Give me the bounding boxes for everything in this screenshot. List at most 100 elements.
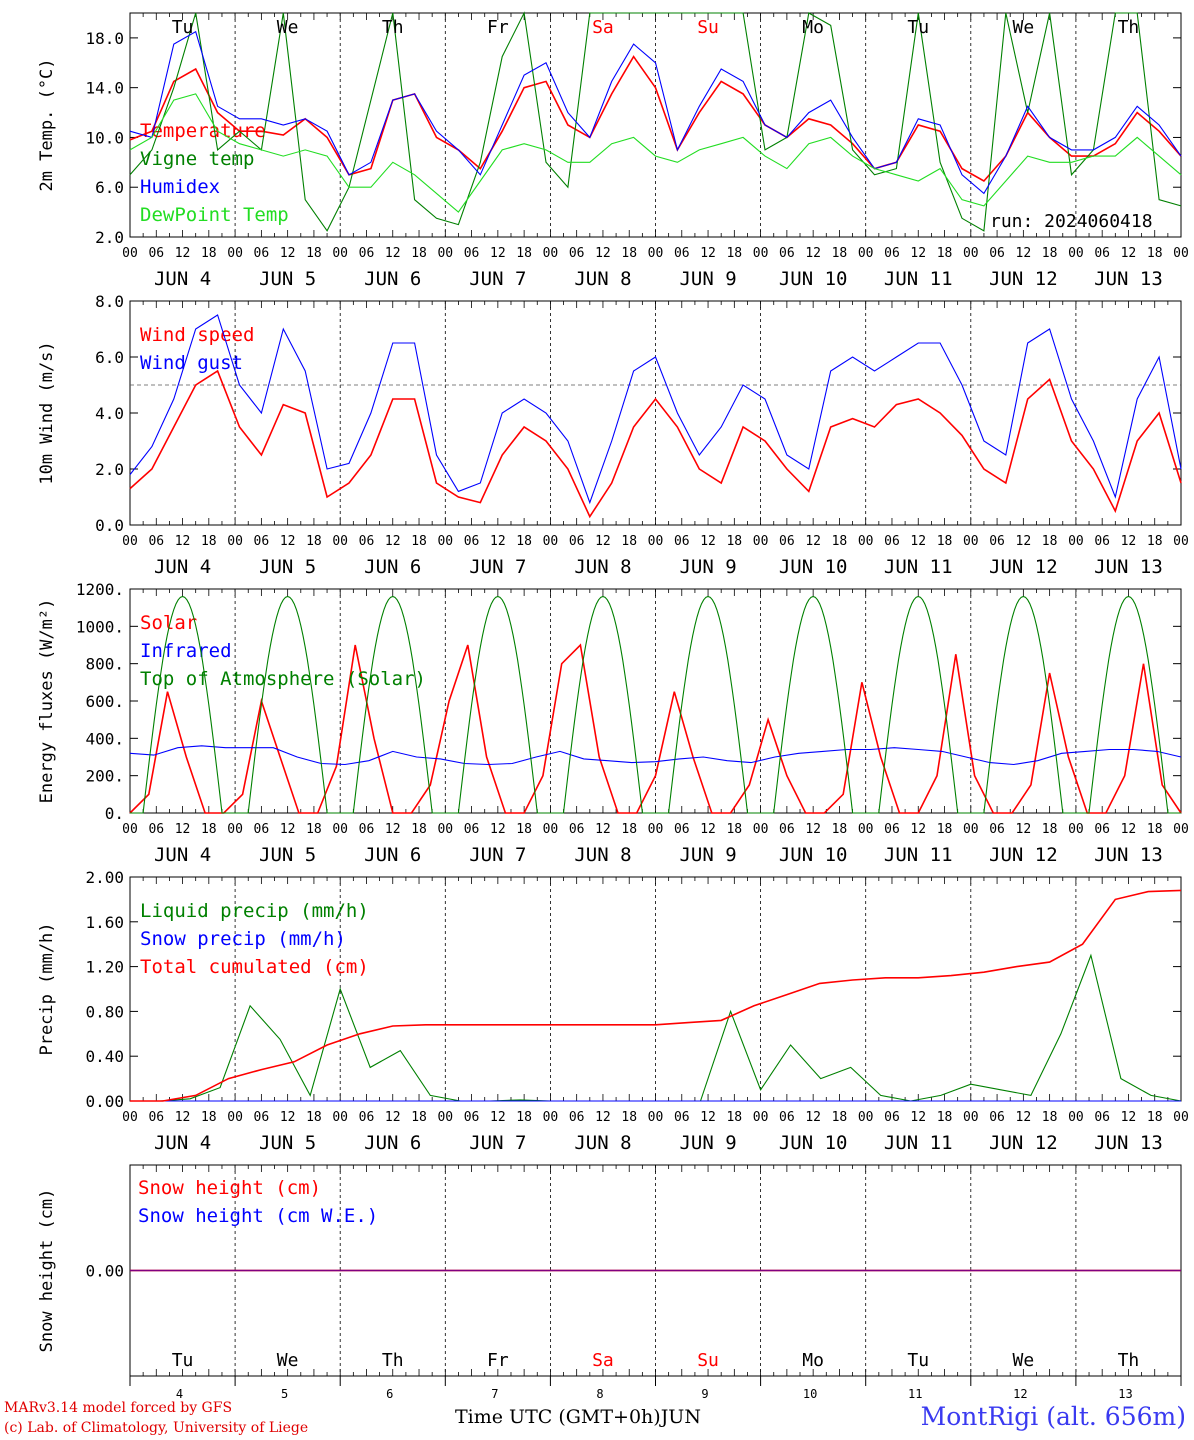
hour-tick-label: 12 [595,1110,611,1125]
hour-tick-label: 06 [1094,534,1110,549]
date-label: JUN 6 [364,268,421,290]
hour-tick-label: 06 [464,822,480,837]
hour-tick-label: 06 [1094,822,1110,837]
weekday-label-top: Tu [907,17,929,38]
y-tick-label: 4.0 [95,404,124,423]
hour-tick-label: 06 [989,246,1005,261]
date-label: JUN 11 [884,844,953,866]
legend-entry: Wind speed [140,324,254,346]
date-label: JUN 9 [679,1132,736,1154]
hour-tick-label: 06 [779,534,795,549]
date-label: JUN 13 [1094,1132,1163,1154]
hour-tick-label: 00 [858,822,874,837]
hour-tick-label: 00 [1173,534,1189,549]
hour-tick-label: 06 [779,822,795,837]
weekday-label-bottom: Th [1118,1350,1140,1371]
date-label: JUN 11 [884,556,953,578]
hour-tick-label: 00 [543,534,559,549]
hour-tick-label: 18 [621,822,637,837]
date-label: JUN 13 [1094,268,1163,290]
hour-tick-label: 06 [779,246,795,261]
hour-tick-label: 12 [175,246,191,261]
hour-tick-label: 00 [122,246,138,261]
y-tick-label: 0. [105,804,124,823]
hour-tick-label: 18 [937,246,953,261]
hour-tick-label: 18 [1042,246,1058,261]
hour-tick-label: 06 [989,1110,1005,1125]
y-tick-label: 18.0 [85,29,124,48]
hour-tick-label: 00 [963,822,979,837]
series-line-wind-speed [129,369,1182,519]
hour-tick-label: 06 [569,534,585,549]
hour-tick-label: 00 [437,534,453,549]
run-label: run: 2024060418 [990,211,1153,232]
hour-tick-label: 12 [700,1110,716,1125]
date-label: JUN 12 [989,268,1058,290]
hour-tick-label: 06 [148,822,164,837]
hour-tick-label: 18 [1147,822,1163,837]
date-label: JUN 6 [364,1132,421,1154]
hour-tick-label: 06 [989,534,1005,549]
hour-tick-label: 12 [385,1110,401,1125]
hour-tick-label: 18 [832,822,848,837]
y-tick-label: 2.00 [85,868,124,887]
hour-tick-label: 06 [674,534,690,549]
hour-tick-label: 00 [437,822,453,837]
hour-tick-label: 06 [884,1110,900,1125]
hour-tick-label: 12 [805,246,821,261]
hour-tick-label: 18 [306,246,322,261]
x-axis-title: Time UTC (GMT+0h)JUN [455,1406,701,1428]
hour-tick-label: 06 [359,246,375,261]
legend-entry: Wind gust [140,352,243,374]
hour-tick-label: 12 [280,822,296,837]
date-label: JUN 10 [779,844,848,866]
hour-tick-label: 06 [359,1110,375,1125]
weekday-label-bottom: Tu [172,1350,194,1371]
hour-tick-label: 06 [148,534,164,549]
date-label: JUN 12 [989,844,1058,866]
day-number-label: 13 [1118,1387,1132,1401]
date-label: JUN 13 [1094,844,1163,866]
y-tick-label: 6.0 [95,348,124,367]
date-label: JUN 4 [154,844,211,866]
day-number-label: 10 [803,1387,817,1401]
hour-tick-label: 18 [201,246,217,261]
date-label: JUN 4 [154,556,211,578]
hour-tick-label: 12 [1016,1110,1032,1125]
hour-tick-label: 18 [411,534,427,549]
hour-tick-label: 00 [753,534,769,549]
hour-tick-label: 00 [543,1110,559,1125]
y-axis-label: 2m Temp. (°C) [37,58,57,191]
day-number-label: 4 [176,1387,183,1401]
hour-tick-label: 00 [332,1110,348,1125]
hour-tick-label: 00 [1173,1110,1189,1125]
date-label: JUN 7 [469,268,526,290]
hour-tick-label: 00 [122,822,138,837]
hour-tick-label: 12 [1016,822,1032,837]
hour-tick-label: 12 [175,534,191,549]
date-label: JUN 7 [469,844,526,866]
date-label: JUN 11 [884,1132,953,1154]
hour-tick-label: 06 [569,1110,585,1125]
hour-tick-label: 06 [569,246,585,261]
hour-tick-label: 12 [1121,1110,1137,1125]
y-axis-label: Snow height (cm) [37,1189,57,1353]
weekday-label-bottom: Th [382,1350,404,1371]
hour-tick-label: 06 [1094,1110,1110,1125]
date-label: JUN 8 [574,844,631,866]
hour-tick-label: 12 [280,1110,296,1125]
hour-tick-label: 12 [910,534,926,549]
weekday-label-top: Th [382,17,404,38]
hour-tick-label: 00 [1068,534,1084,549]
hour-tick-label: 18 [621,246,637,261]
hour-tick-label: 06 [359,822,375,837]
date-label: JUN 8 [574,556,631,578]
legend-entry: Snow height (cm W.E.) [138,1205,378,1227]
hour-tick-label: 18 [832,1110,848,1125]
date-label: JUN 8 [574,1132,631,1154]
date-label: JUN 7 [469,1132,526,1154]
y-axis-label: Energy fluxes (W/m²) [37,599,57,804]
legend-entry: DewPoint Temp [140,204,289,226]
date-label: JUN 6 [364,844,421,866]
